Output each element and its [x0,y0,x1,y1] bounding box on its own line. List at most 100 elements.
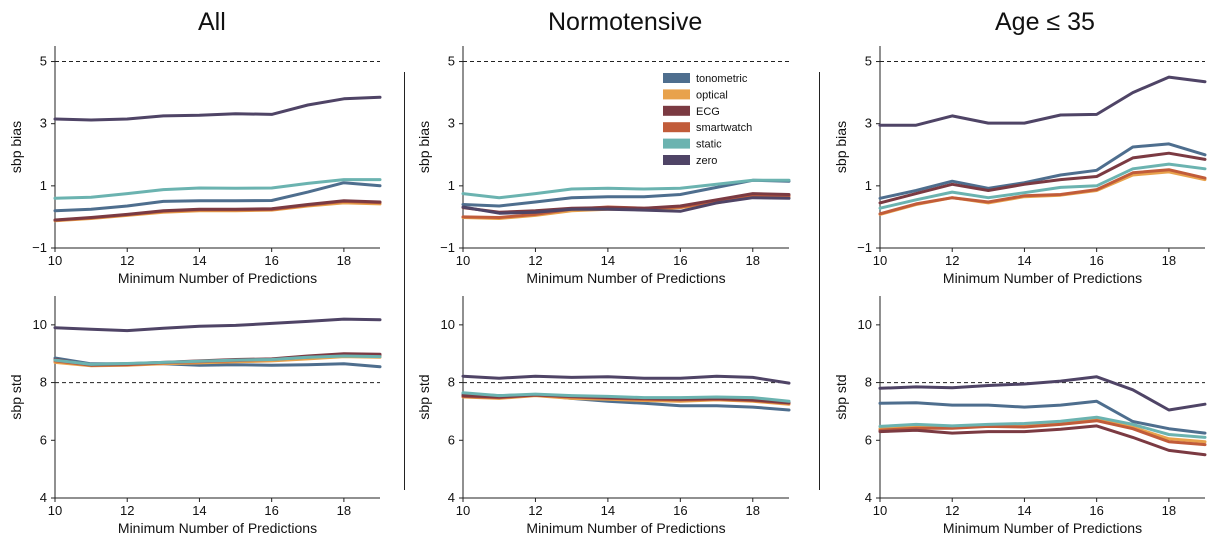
x-tick-label: 16 [264,253,278,268]
x-axis-label: Minimum Number of Predictions [526,520,725,536]
y-axis-label: sbp bias [8,121,24,173]
column-title-normotensive: Normotensive [548,8,703,36]
series-line-zero [53,317,382,333]
series-line-tonometric [53,181,382,213]
column-title-all: All [198,8,226,36]
y-tick-label: 4 [448,490,455,505]
series-line-zero [461,196,791,215]
y-tick-label: 8 [40,375,47,390]
x-tick-label: 14 [601,503,615,518]
legend-label-ecg: ECG [696,106,720,118]
y-tick-label: 1 [40,178,47,193]
x-axis-label: Minimum Number of Predictions [526,270,725,286]
legend-label-tonometric: tonometric [696,73,748,85]
series-line-ecg [53,199,382,222]
y-tick-label: 5 [865,54,872,69]
series-line-ecg [878,424,1207,457]
panel-bias-0: −1 1 3 5 10 12 14 16 18 Minimum Number of Predict… [8,46,382,286]
series-line-zero [878,75,1207,127]
legend: tonometric optical ECG smartwatch static zero [663,73,752,167]
legend-swatch-optical [663,89,690,100]
legend-swatch-static [663,138,690,149]
y-axis-label: sbp std [416,374,432,419]
series-line-tonometric [461,178,791,208]
y-tick-label: 3 [40,116,47,131]
x-tick-label: 10 [48,503,62,518]
x-tick-label: 18 [1162,503,1176,518]
panel-bias-1: −1 1 3 5 10 12 14 16 18 Minimum Number of Predict… [416,46,791,286]
x-tick-label: 18 [746,503,760,518]
x-tick-label: 12 [945,503,959,518]
x-tick-label: 18 [337,503,351,518]
series-line-static [461,178,791,200]
y-tick-label: 8 [448,375,455,390]
x-tick-label: 18 [1162,253,1176,268]
y-axis-label: sbp std [833,374,849,419]
x-tick-label: 16 [1089,253,1103,268]
column-divider-right [819,72,820,490]
x-tick-label: 14 [1017,503,1031,518]
y-tick-label: −1 [32,240,47,255]
legend-label-optical: optical [696,89,728,101]
x-tick-label: 16 [673,253,687,268]
x-axis-label: Minimum Number of Predictions [943,270,1142,286]
x-tick-label: 12 [945,253,959,268]
series-line-zero [53,95,382,122]
x-tick-label: 12 [120,503,134,518]
y-axis-label: sbp std [8,374,24,419]
y-tick-label: 1 [865,178,872,193]
y-axis-label: sbp bias [416,121,432,173]
x-tick-label: 12 [528,503,542,518]
y-tick-label: 5 [40,54,47,69]
x-axis-label: Minimum Number of Predictions [943,520,1142,536]
series-line-smartwatch [878,168,1207,216]
y-tick-label: 6 [448,432,455,447]
y-tick-label: 4 [865,490,872,505]
series-line-static [461,391,791,403]
panel-std-5: 4 6 8 10 10 12 14 16 18 Minimum Number of Predict… [833,296,1207,536]
x-tick-label: 14 [192,503,206,518]
column-divider-left [404,72,405,490]
series-line-tonometric [878,142,1207,200]
series-line-zero [461,374,791,385]
series-line-smartwatch [878,419,1207,447]
legend-swatch-zero [663,155,690,165]
series-line-static [878,415,1207,439]
x-tick-label: 14 [1017,253,1031,268]
series-line-ecg [878,151,1207,205]
x-tick-label: 10 [48,253,62,268]
legend-label-zero: zero [696,155,717,167]
y-tick-label: 10 [33,317,47,332]
x-tick-label: 16 [264,503,278,518]
x-tick-label: 16 [1089,503,1103,518]
panel-std-3: 4 6 8 10 10 12 14 16 18 Minimum Number of Predict… [8,296,382,536]
x-tick-label: 10 [873,253,887,268]
series-line-static [53,354,382,366]
legend-swatch-tonometric [663,73,690,83]
legend-label-smartwatch: smartwatch [696,122,752,134]
y-tick-label: 3 [865,116,872,131]
y-tick-label: 6 [865,432,872,447]
y-tick-label: −1 [440,240,455,255]
x-tick-label: 12 [120,253,134,268]
x-tick-label: 14 [192,253,206,268]
panel-std-4: 4 6 8 10 10 12 14 16 18 Minimum Number of Predict… [416,296,791,536]
series-line-tonometric [878,399,1207,435]
y-tick-label: 5 [448,54,455,69]
panel-bias-2: −1 1 3 5 10 12 14 16 18 Minimum Number of Predict… [833,46,1207,286]
y-tick-label: 3 [448,116,455,131]
x-tick-label: 18 [337,253,351,268]
y-tick-label: 8 [865,375,872,390]
legend-swatch-smartwatch [663,122,690,133]
x-tick-label: 10 [456,503,470,518]
y-tick-label: 6 [40,432,47,447]
y-tick-label: 1 [448,178,455,193]
y-tick-label: 10 [441,317,455,332]
x-tick-label: 10 [873,503,887,518]
y-tick-label: 10 [858,317,872,332]
legend-label-static: static [696,139,722,151]
series-line-zero [878,375,1207,412]
x-tick-label: 14 [601,253,615,268]
x-axis-label: Minimum Number of Predictions [118,270,317,286]
